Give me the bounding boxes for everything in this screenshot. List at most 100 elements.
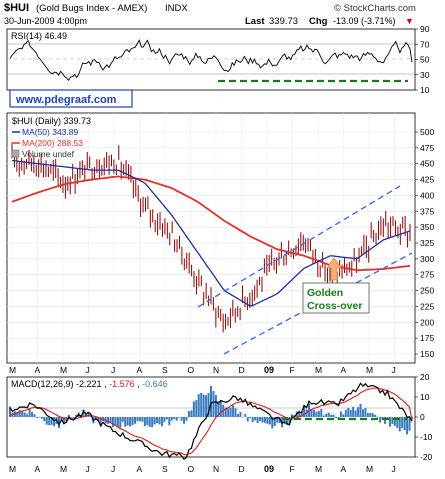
histogram-bar bbox=[300, 412, 303, 417]
histogram-bar bbox=[138, 417, 141, 422]
month-label: M bbox=[366, 464, 373, 474]
histogram-bar bbox=[131, 417, 134, 426]
macd-v2: -1.576 bbox=[109, 379, 135, 389]
histogram-bar bbox=[23, 412, 26, 417]
histogram-bar bbox=[180, 417, 183, 421]
legend-title: $HUI (Daily) 339.73 bbox=[12, 116, 91, 126]
histogram-bar bbox=[310, 409, 313, 417]
price-tick-label: 325 bbox=[420, 238, 434, 248]
histogram-bar bbox=[187, 411, 190, 417]
macd-line bbox=[9, 382, 413, 461]
histogram-bar bbox=[33, 414, 36, 417]
histogram-bar bbox=[227, 408, 230, 417]
histogram-bar bbox=[315, 412, 318, 417]
price-tick-label: 225 bbox=[420, 301, 434, 311]
histogram-bar bbox=[241, 417, 244, 418]
rsi-panel: RSI(14) 46.49 90 70 50 30 10 bbox=[6, 24, 430, 95]
x-axis-months-bottom: M A M J J A S O N D 09 F M A M J bbox=[9, 464, 396, 474]
golden-crossover-annotation: Golden Cross-over bbox=[302, 257, 370, 314]
histogram-bar bbox=[369, 412, 372, 417]
month-label: O bbox=[188, 464, 195, 474]
price-tick-label: 475 bbox=[420, 143, 434, 153]
histogram-bar bbox=[146, 417, 149, 426]
histogram-bar bbox=[393, 417, 396, 426]
histogram-bar bbox=[259, 417, 262, 422]
histogram-bar bbox=[170, 417, 173, 421]
macd-panel: MACD(12,26,9) -2.221 , -1.576 , -0.646 2… bbox=[6, 372, 433, 462]
histogram-bar bbox=[50, 417, 53, 425]
rsi-line bbox=[9, 38, 413, 82]
histogram-bar bbox=[99, 417, 102, 427]
histogram-bar bbox=[379, 417, 382, 423]
histogram-bar bbox=[224, 407, 227, 417]
histogram-bar bbox=[31, 411, 34, 417]
histogram-bar bbox=[28, 409, 31, 417]
month-label: M bbox=[315, 464, 322, 474]
symbol: $HUI bbox=[4, 2, 29, 14]
up-arrow-icon bbox=[326, 257, 342, 281]
legend-ma50: MA(50) 343.89 bbox=[22, 127, 78, 137]
price-tick-label: 450 bbox=[420, 159, 434, 169]
histogram-bar bbox=[217, 401, 220, 417]
rsi-tick-label: 50 bbox=[420, 55, 430, 65]
month-label: N bbox=[213, 365, 219, 375]
histogram-bar bbox=[288, 417, 291, 425]
macd-histogram bbox=[9, 385, 413, 435]
histogram-bar bbox=[168, 417, 171, 426]
histogram-bar bbox=[153, 417, 156, 425]
histogram-bar bbox=[244, 414, 247, 417]
histogram-bar bbox=[335, 417, 338, 419]
chart-date: 30-Jun-2009 4:00pm bbox=[4, 16, 87, 26]
chg-label: Chg bbox=[309, 16, 328, 27]
month-label: 09 bbox=[264, 365, 274, 375]
histogram-bar bbox=[357, 407, 360, 417]
histogram-bar bbox=[38, 417, 41, 418]
macd-label: MACD(12,26,9) bbox=[11, 379, 74, 389]
histogram-bar bbox=[40, 417, 43, 419]
month-label: M bbox=[60, 464, 67, 474]
histogram-bar bbox=[374, 414, 377, 417]
histogram-bar bbox=[82, 409, 85, 417]
month-label: O bbox=[188, 365, 195, 375]
histogram-bar bbox=[163, 417, 166, 422]
histogram-bar bbox=[45, 417, 48, 425]
price-tick-label: 175 bbox=[420, 333, 434, 343]
price-frame bbox=[6, 112, 416, 364]
histogram-bar bbox=[214, 395, 217, 417]
month-label: M bbox=[366, 365, 373, 375]
price-tick-label: 400 bbox=[420, 190, 434, 200]
histogram-bar bbox=[205, 395, 208, 417]
macd-v3: -0.646 bbox=[142, 379, 168, 389]
histogram-bar bbox=[366, 413, 369, 417]
histogram-bar bbox=[344, 410, 347, 417]
price-y-axis: 500 475 450 425 400 375 350 325 300 275 250 225 200 1… bbox=[415, 127, 434, 359]
chart-header: $HUI (Gold Bugs Index - AMEX) INDX © Sto… bbox=[4, 2, 416, 27]
price-tick-label: 375 bbox=[420, 206, 434, 216]
month-label: A bbox=[35, 365, 41, 375]
histogram-bar bbox=[408, 417, 411, 431]
macd-tick-label: 10 bbox=[420, 392, 430, 402]
histogram-bar bbox=[9, 406, 11, 417]
histogram-bar bbox=[273, 417, 276, 426]
histogram-bar bbox=[384, 417, 387, 424]
month-label: J bbox=[111, 464, 115, 474]
histogram-bar bbox=[396, 417, 399, 428]
histogram-bar bbox=[173, 417, 176, 419]
histogram-bar bbox=[239, 412, 242, 417]
annotation-line1: Golden bbox=[307, 287, 343, 299]
histogram-bar bbox=[192, 401, 195, 417]
histogram-bar bbox=[185, 417, 188, 421]
histogram-bar bbox=[342, 414, 345, 417]
histogram-bar bbox=[207, 393, 210, 417]
last-label: Last bbox=[245, 16, 265, 27]
histogram-bar bbox=[352, 406, 355, 417]
exchange: INDX bbox=[165, 3, 188, 14]
histogram-bar bbox=[371, 413, 374, 417]
macd-tick-label: -10 bbox=[420, 432, 433, 442]
histogram-bar bbox=[330, 414, 333, 417]
histogram-bar bbox=[126, 417, 129, 426]
month-label: D bbox=[239, 464, 245, 474]
histogram-bar bbox=[109, 417, 112, 424]
price-panel: 500 475 450 425 400 375 350 325 300 275 250 225 200 1… bbox=[6, 112, 434, 364]
